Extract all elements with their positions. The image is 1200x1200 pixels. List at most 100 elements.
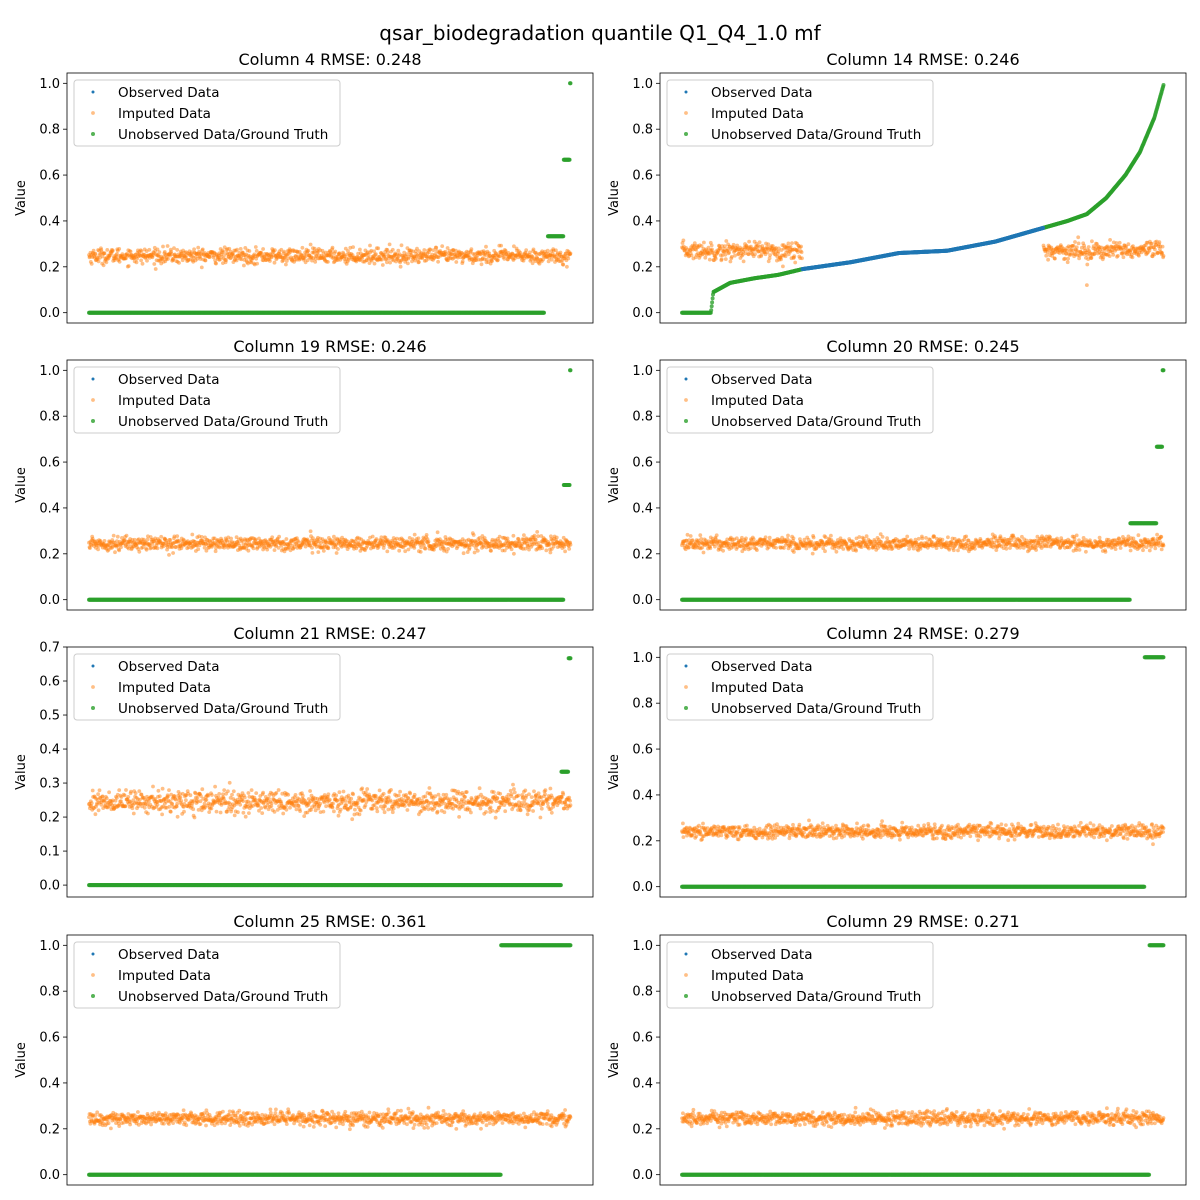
legend-observed-marker (91, 90, 95, 94)
imputed-point (1053, 256, 1057, 261)
imputed-point (788, 244, 793, 249)
imputed-point (139, 249, 144, 254)
imputed-point (546, 259, 551, 264)
imputed-point (731, 242, 736, 247)
imputed-point (235, 247, 239, 252)
y-tick-label: 0.4 (632, 214, 653, 229)
subplot-1: Column 4 RMSE: 0.248Value0.00.20.40.60.8… (14, 50, 594, 324)
imputed-point (799, 250, 804, 255)
imputed-point (435, 530, 440, 535)
imputed-point (1076, 241, 1081, 246)
legend-unobserved-label: Unobserved Data/Ground Truth (118, 127, 328, 143)
imputed-point (242, 263, 246, 268)
imputed-point (415, 246, 419, 251)
imputed-point (511, 533, 516, 538)
imputed-point (454, 248, 458, 253)
imputed-point (171, 551, 176, 555)
subplot-title: Column 19 RMSE: 0.246 (233, 337, 426, 356)
imputed-point (461, 551, 466, 556)
imputed-point (259, 250, 264, 255)
imputed-point (436, 259, 440, 264)
figure-title: qsar_biodegradation quantile Q1_Q4_1.0 m… (379, 21, 821, 45)
unobserved-point (709, 304, 714, 309)
imputed-point (346, 249, 350, 253)
legend-observed-label: Observed Data (118, 85, 219, 101)
imputed-point (1076, 235, 1081, 240)
imputed-point (545, 248, 550, 253)
y-tick-label: 0.8 (39, 410, 60, 425)
imputed-point (145, 258, 149, 263)
unobserved-point (710, 300, 715, 305)
imputed-point (766, 242, 771, 247)
imputed-point (445, 246, 450, 250)
imputed-point (423, 546, 428, 551)
imputed-point (1066, 256, 1070, 261)
imputed-point (489, 549, 493, 553)
imputed-point (270, 535, 275, 540)
imputed-point (213, 549, 218, 554)
imputed-point (265, 547, 270, 552)
imputed-point (277, 534, 281, 539)
imputed-point (472, 550, 477, 555)
imputed-point (380, 257, 384, 262)
imputed-point (532, 533, 537, 538)
imputed-point (424, 533, 429, 537)
imputed-point (172, 246, 176, 251)
imputed-point (282, 249, 286, 254)
imputed-point (310, 545, 314, 550)
imputed-point (567, 547, 572, 551)
unobserved-point (710, 296, 715, 301)
points (87, 368, 573, 602)
imputed-point (1107, 254, 1112, 258)
imputed-point (753, 252, 757, 256)
imputed-point (403, 549, 408, 554)
imputed-point (536, 541, 541, 545)
imputed-point (1086, 245, 1091, 249)
imputed-point (382, 253, 387, 257)
y-tick-label: 0.6 (39, 456, 60, 471)
imputed-point (102, 251, 107, 256)
imputed-point (428, 247, 433, 252)
imputed-point (238, 247, 243, 251)
imputed-point (1050, 254, 1055, 258)
imputed-point (243, 255, 248, 260)
unobserved-series (87, 81, 573, 315)
imputed-point (767, 256, 772, 261)
imputed-point (563, 549, 567, 554)
y-axis-label: Value (14, 467, 29, 503)
imputed-point (723, 244, 727, 249)
imputed-point (497, 534, 502, 539)
imputed-point (367, 261, 372, 265)
imputed-point (152, 262, 157, 266)
imputed-point (728, 259, 733, 264)
imputed-point (387, 242, 392, 247)
imputed-point (196, 547, 201, 552)
imputed-point (703, 255, 708, 260)
imputed-point (222, 253, 227, 258)
observed-series (800, 225, 1045, 272)
imputed-point (471, 533, 476, 537)
imputed-point (399, 243, 404, 248)
imputed-point (477, 536, 482, 540)
imputed-point (1101, 255, 1106, 260)
imputed-point (467, 546, 472, 550)
imputed-point (145, 537, 150, 542)
imputed-point (204, 548, 209, 553)
imputed-point (358, 247, 362, 252)
legend-unobserved-label: Unobserved Data/Ground Truth (711, 127, 921, 143)
imputed-point (479, 262, 484, 267)
imputed-point (707, 251, 712, 256)
subplot-2: Column 14 RMSE: 0.246Value0.00.20.40.60.… (607, 50, 1187, 324)
y-tick-label: 0.8 (39, 123, 60, 138)
y-axis-label: Value (607, 180, 622, 216)
imputed-point (155, 546, 160, 551)
imputed-point (268, 259, 272, 263)
imputed-point (272, 260, 277, 265)
imputed-point (372, 249, 376, 254)
imputed-point (707, 257, 712, 262)
imputed-point (161, 244, 165, 249)
imputed-point (723, 257, 728, 261)
imputed-point (1108, 238, 1112, 242)
imputed-point (310, 551, 315, 555)
imputed-point (374, 537, 379, 541)
